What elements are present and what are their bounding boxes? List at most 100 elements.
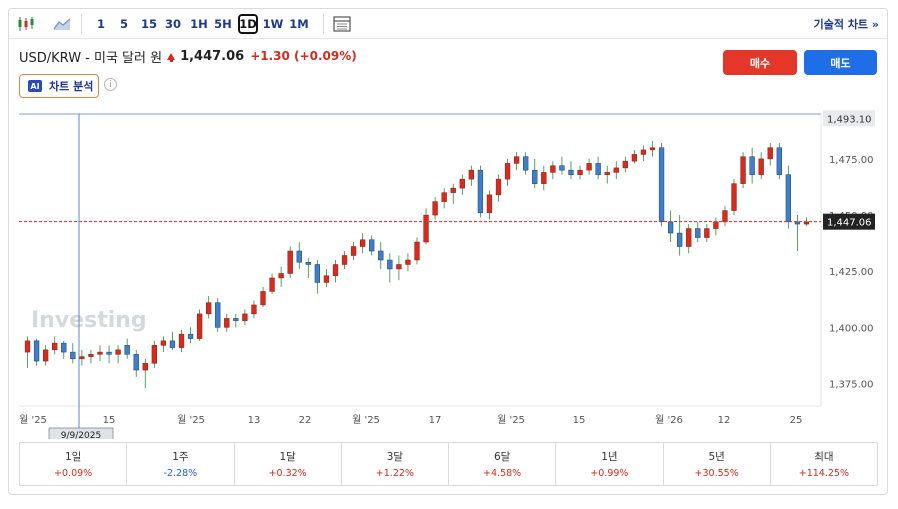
performance-row: 1일 +0.09% 1주 -2.28% 1달 +0.32% 3달 +1.22% 6달 +4.58%… <box>19 442 878 486</box>
y-tick-label: 1,475.00 <box>829 155 874 166</box>
x-tick-label: 25 <box>790 415 803 426</box>
performance-value: +0.09% <box>54 468 93 479</box>
candle-body <box>350 246 357 256</box>
candle-body <box>124 345 130 355</box>
candle-body <box>106 351 112 355</box>
candle-body <box>559 165 565 171</box>
candle-body <box>568 169 574 175</box>
candle-body <box>260 291 266 306</box>
interval-1m-button[interactable]: 1M <box>289 17 309 31</box>
performance-period: 최대 <box>814 451 834 463</box>
candle-body <box>613 167 619 173</box>
chart-toolbar: 1 5 15 30 1H 5H 1D 1W 1M 기술적 차트 » <box>9 9 887 39</box>
candle-body <box>523 156 529 171</box>
technical-chart-link[interactable]: 기술적 차트 » <box>813 18 879 31</box>
candle-body <box>541 172 547 184</box>
candle-body <box>550 165 556 173</box>
performance-cell[interactable]: 6달 +4.58% <box>449 443 557 485</box>
crosshair-date-text: 9/9/2025 <box>61 431 101 439</box>
price-chart[interactable]: Investing1,475.001,450.001,425.001,400.0… <box>9 9 887 439</box>
ai-chart-analysis-button[interactable]: AI 차트 분석 <box>19 74 99 98</box>
y-tick-label: 1,425.00 <box>829 267 874 278</box>
candle-body <box>151 345 157 364</box>
candle-body <box>378 250 384 261</box>
interval-15-button[interactable]: 15 <box>140 17 157 31</box>
info-icon[interactable]: i <box>104 78 117 91</box>
candle-body <box>414 241 420 261</box>
candle-body <box>233 318 239 321</box>
ai-chart-analysis-label: 차트 분석 <box>49 80 94 93</box>
candle-body <box>215 302 221 328</box>
candlestick-icon[interactable] <box>15 13 37 35</box>
performance-cell[interactable]: 3달 +1.22% <box>342 443 449 485</box>
performance-cell[interactable]: 1년 +0.99% <box>556 443 664 485</box>
candle-body <box>287 250 293 274</box>
x-tick-label: 15 <box>573 415 586 426</box>
performance-cell[interactable]: 1달 +0.32% <box>235 443 342 485</box>
table-view-icon[interactable] <box>331 13 353 35</box>
candle-body <box>667 221 674 234</box>
last-price: 1,447.06 <box>180 48 245 64</box>
candle-body <box>251 304 257 315</box>
candle-body <box>486 194 493 214</box>
performance-period: 3달 <box>386 451 404 463</box>
interval-1d-button[interactable]: 1D <box>238 14 258 34</box>
candle-body <box>604 172 610 175</box>
performance-period: 1일 <box>64 451 82 463</box>
performance-cell[interactable]: 1주 -2.28% <box>127 443 235 485</box>
instrument-header: USD/KRW - 미국 달러 원 1,447.06 +1.30 (+0.09%… <box>19 47 357 66</box>
performance-period: 5년 <box>708 451 725 463</box>
interval-5-button[interactable]: 5 <box>119 17 128 31</box>
interval-5h-button[interactable]: 5H <box>214 17 232 31</box>
up-arrow-icon <box>167 52 176 62</box>
performance-cell[interactable]: 5년 +30.55% <box>664 443 771 485</box>
candle-body <box>631 154 638 162</box>
performance-cell[interactable]: 1일 +0.09% <box>20 443 128 485</box>
interval-1w-button[interactable]: 1W <box>262 17 284 31</box>
sell-button[interactable]: 매도 <box>804 50 877 75</box>
candle-body <box>722 210 728 223</box>
performance-value: +0.99% <box>590 468 629 479</box>
last-price-badge <box>823 213 875 230</box>
watermark-logo: Investing <box>31 308 147 333</box>
interval-1h-button[interactable]: 1H <box>190 17 208 31</box>
candle-body <box>677 232 683 247</box>
interval-1-button[interactable]: 1 <box>96 17 105 31</box>
interval-30-button[interactable]: 30 <box>164 17 181 31</box>
x-tick-label: 월 '26 <box>655 414 683 426</box>
x-tick-label: 22 <box>299 415 312 426</box>
performance-period: 6달 <box>493 451 511 463</box>
candle-body <box>206 302 212 315</box>
x-tick-label: 15 <box>103 415 116 426</box>
price-change: +1.30 (+0.09%) <box>250 49 357 63</box>
candle-body <box>495 178 502 196</box>
candle-body <box>794 221 801 225</box>
candle-body <box>758 158 764 175</box>
performance-value: +1.22% <box>375 468 414 479</box>
performance-cell[interactable]: 최대 +114.25% <box>771 443 877 485</box>
area-chart-icon[interactable] <box>51 13 73 35</box>
candle-body <box>142 363 148 371</box>
candle-body <box>115 349 121 355</box>
candle-body <box>405 259 411 265</box>
crosshair-price-badge <box>823 110 875 127</box>
candle-body <box>187 333 194 339</box>
candle-body <box>468 169 474 180</box>
performance-value: -2.28% <box>163 468 198 479</box>
instrument-name: USD/KRW - 미국 달러 원 <box>19 50 163 66</box>
candle-body <box>459 178 465 189</box>
buy-button[interactable]: 매수 <box>723 50 797 75</box>
candle-body <box>586 163 592 171</box>
last-price-badge-text: 1,447.06 <box>827 218 872 229</box>
crosshair-date-badge <box>48 427 114 439</box>
x-tick-label: 17 <box>429 415 442 426</box>
performance-value: +30.55% <box>694 468 739 479</box>
candle-body <box>314 264 321 283</box>
candle-body <box>749 156 755 175</box>
candle-body <box>423 214 429 243</box>
performance-period: 1달 <box>279 451 296 463</box>
candle-body <box>178 333 185 348</box>
candle-body <box>52 342 58 351</box>
y-tick-label: 1,375.00 <box>829 380 874 391</box>
candle-body <box>160 340 167 346</box>
